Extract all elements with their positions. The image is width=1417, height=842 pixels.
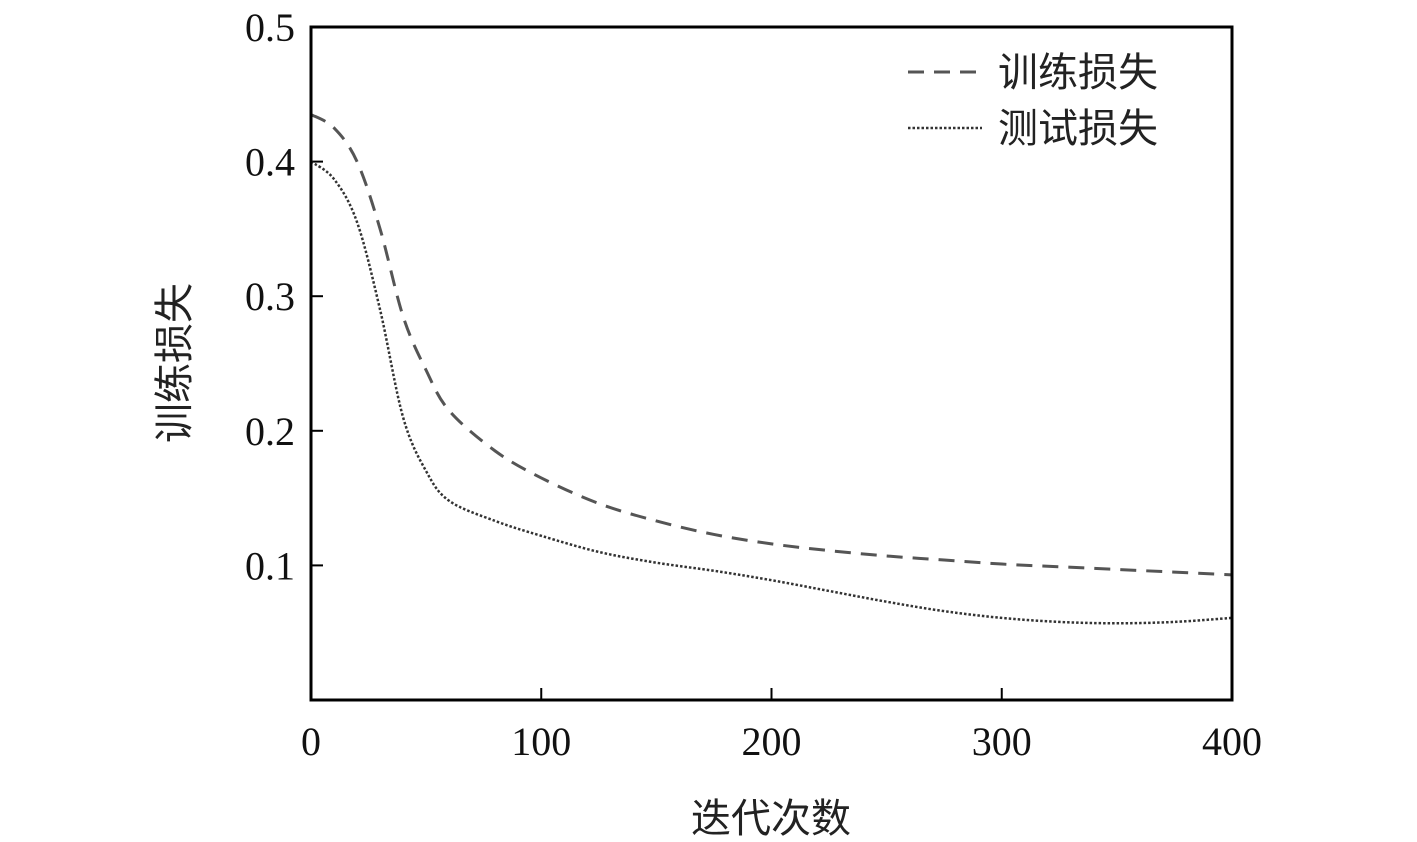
x-tick-label: 400 (1202, 719, 1262, 764)
test-loss-line (310, 160, 1233, 625)
y-tick-label: 0.1 (245, 543, 295, 588)
x-axis-title: 迭代次数 (691, 796, 851, 842)
x-tick-label: 100 (511, 719, 571, 764)
y-tick-label: 0.3 (245, 274, 295, 319)
y-tick-label: 0.4 (245, 140, 295, 185)
train-loss-line (310, 113, 1233, 577)
x-tick-label: 0 (301, 719, 321, 764)
tick-layer: 0 100 200 300 400 0.1 0.2 0.3 0.4 0.5 (245, 5, 1262, 764)
y-axis-title: 训练损失 (152, 283, 198, 443)
series-layer (310, 113, 1233, 625)
y-tick-label: 0.2 (245, 409, 295, 454)
legend-label: 测试损失 (998, 106, 1158, 152)
legend-label: 训练损失 (998, 50, 1158, 96)
x-tick-label: 200 (742, 719, 802, 764)
x-tick-label: 300 (972, 719, 1032, 764)
y-tick-label: 0.5 (245, 5, 295, 50)
plot-frame (309, 25, 1234, 702)
